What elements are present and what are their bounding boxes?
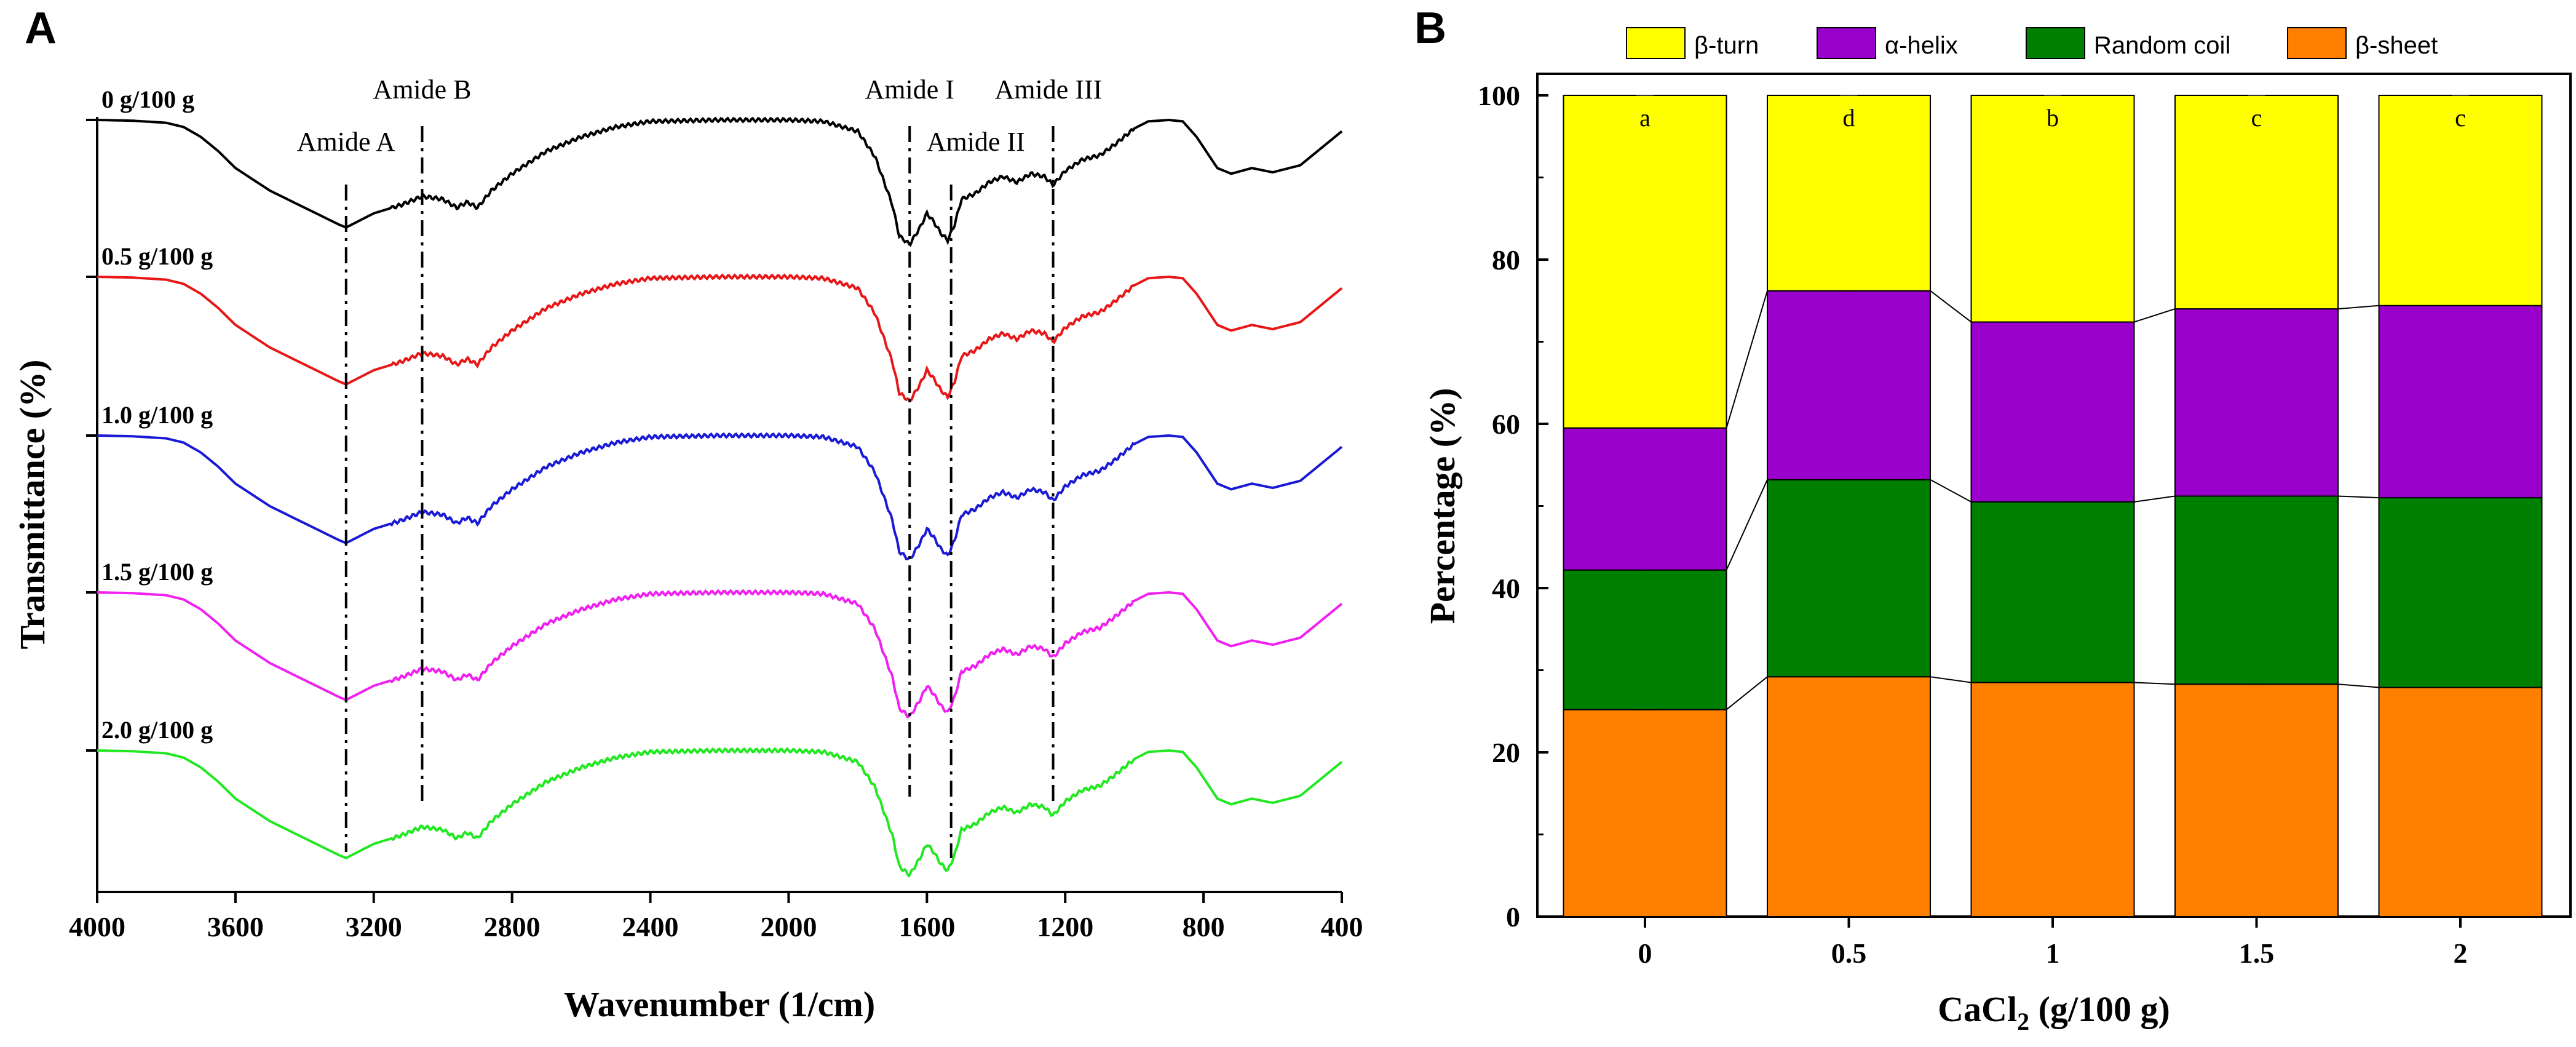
bar-segment-2-2 [1970,321,2135,503]
x-tick-label: 3200 [346,911,402,942]
bar-segment-1-0 [1563,569,1727,711]
connector-line [1726,290,1768,428]
legend-swatch-3 [2287,27,2347,59]
connector-line [2337,305,2379,310]
legend-label-2: Random coil [2094,32,2230,59]
bar-segment-1-1 [1767,479,1931,678]
panel-label-b: B [1414,4,1446,53]
band-label-2: Amide I [865,74,954,105]
x-tick-label: 800 [1183,911,1225,942]
bar-segment-2-3 [2174,308,2339,497]
spectrum-label-2: 1.0 g/100 g [101,401,213,429]
spectrum-line-3 [97,589,1343,719]
legend-swatch-1 [1817,27,1876,59]
spectrum-label-1: 0.5 g/100 g [101,242,213,270]
legend-label-0: β-turn [1694,32,1759,59]
x-tick-label: 400 [1321,911,1363,942]
connector-line [2134,495,2176,503]
bar-segment-0-1 [1767,676,1931,918]
spectrum-line-1 [97,273,1343,402]
bar-segment-0-4 [2378,687,2543,918]
significance-letter: c [2251,104,2262,132]
bar-segment-2-1 [1767,290,1931,480]
spectrum-line-2 [97,432,1343,560]
bar-segment-0-2 [1970,682,2135,918]
spectrum-label-4: 2.0 g/100 g [101,716,213,744]
x-tick-label: 1200 [1037,911,1093,942]
x-tick-label: 1600 [898,911,955,942]
x-tick-label: 2000 [760,911,817,942]
connector-line [2337,683,2379,688]
y-axis-title: Percentage (%) [1422,388,1462,624]
legend-label-3: β-sheet [2355,32,2438,59]
x-tick-label: 1 [2046,938,2060,969]
x-tick-label: 2 [2454,938,2468,969]
connector-line [2337,495,2379,499]
spectrum-label-0: 0 g/100 g [101,86,194,113]
bar-segment-0-3 [2174,683,2339,917]
bar-segment-1-3 [2174,495,2339,685]
legend-label-1: α-helix [1885,32,1958,59]
y-tick-label: 100 [1478,80,1520,111]
x-tick-label: 1.5 [2239,938,2275,969]
y-tick-label: 60 [1492,408,1520,440]
bar-segment-2-0 [1563,427,1727,571]
secondary-structure-panel: β-turn α-helix Random coil β-sheet020406080… [1422,27,2572,1035]
y-tick-label: 0 [1506,901,1520,933]
bar-segment-1-2 [1970,501,2135,683]
band-label-1: Amide B [373,74,471,105]
y-tick-label: 80 [1492,244,1520,276]
y-tick-label: 40 [1492,573,1520,604]
legend-swatch-2 [2026,27,2085,59]
bar-segment-3-1 [1767,95,1931,292]
connector-line [1930,676,1972,683]
spectrum-line-4 [97,747,1343,878]
bar-segment-3-3 [2174,95,2339,310]
significance-letter: c [2455,104,2466,132]
ftir-spectra-panel: 4000 3600 3200 2800 2400 2000 1600 1200 800 400 Wa… [12,74,1363,1024]
y-tick-label: 20 [1492,737,1520,768]
x-tick-label: 2400 [622,911,679,942]
connector-line [1726,676,1768,711]
connector-line [2134,308,2176,323]
y-axis-title: Transmittance (%) [12,360,52,650]
bar-segment-3-4 [2378,95,2543,306]
x-tick-label: 2800 [484,911,541,942]
x-axis-title: Wavenumber (1/cm) [564,984,875,1024]
x-tick-label: 0 [1638,938,1652,969]
significance-letter: a [1639,104,1651,132]
bar-segment-1-4 [2378,497,2543,688]
bar-segment-3-0 [1563,95,1727,429]
band-label-0: Amide A [297,127,395,157]
panel-label-a: A [25,4,57,53]
legend-swatch-0 [1626,27,1686,59]
spectrum-line-0 [97,116,1343,247]
bar-segment-2-4 [2378,305,2543,499]
significance-letter: b [2047,104,2059,132]
connector-line [1726,479,1768,571]
connector-line [1930,290,1972,323]
connector-line [2134,682,2176,685]
bar-segment-0-0 [1563,709,1727,917]
x-tick-label: 4000 [69,911,125,942]
x-tick-label: 0.5 [1831,938,1867,969]
x-tick-label: 3600 [207,911,264,942]
band-label-4: Amide III [995,74,1103,105]
connector-line [1930,479,1972,503]
bar-segment-3-2 [1970,95,2135,323]
x-axis-title: CaCl2 (g/100 g) [1938,989,2170,1035]
significance-letter: d [1843,104,1855,132]
spectrum-label-3: 1.5 g/100 g [101,558,213,586]
band-label-3: Amide II [927,127,1025,157]
